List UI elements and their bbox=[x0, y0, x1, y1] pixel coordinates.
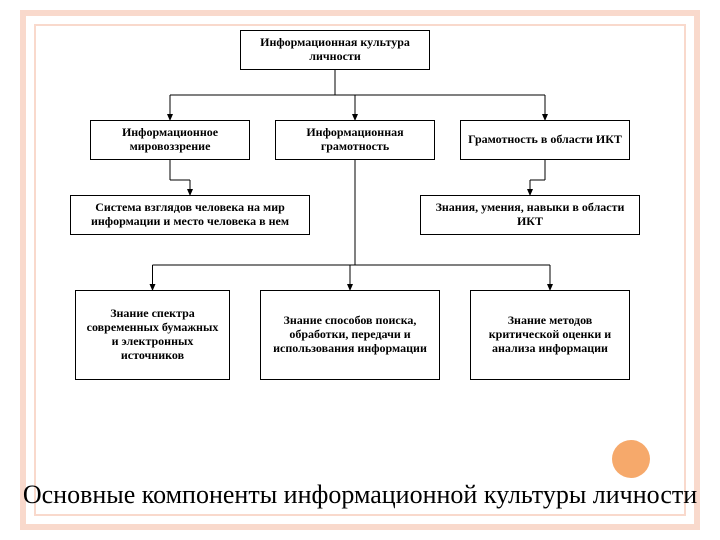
node-c2: Знание способов поиска, обработки, перед… bbox=[260, 290, 440, 380]
node-a1: Информационное мировоззрение bbox=[90, 120, 250, 160]
accent-circle bbox=[612, 440, 650, 478]
node-label: Грамотность в области ИКТ bbox=[468, 133, 622, 147]
node-a3: Грамотность в области ИКТ bbox=[460, 120, 630, 160]
decorative-frame-inner bbox=[34, 24, 686, 516]
node-label: Информационная грамотность bbox=[282, 126, 428, 154]
node-c1: Знание спектра современных бумажных и эл… bbox=[75, 290, 230, 380]
node-b1: Система взглядов человека на мир информа… bbox=[70, 195, 310, 235]
caption-text: Основные компоненты информационной культ… bbox=[23, 480, 697, 509]
node-label: Знание методов критической оценки и анал… bbox=[477, 314, 623, 355]
node-label: Знание способов поиска, обработки, перед… bbox=[267, 314, 433, 355]
node-label: Информационное мировоззрение bbox=[97, 126, 243, 154]
node-a2: Информационная грамотность bbox=[275, 120, 435, 160]
slide: { "tree": { "type": "flowchart", "backgr… bbox=[0, 0, 720, 540]
slide-caption: Основные компоненты информационной культ… bbox=[0, 479, 720, 510]
node-label: Знания, умения, навыки в области ИКТ bbox=[427, 201, 633, 229]
node-b3: Знания, умения, навыки в области ИКТ bbox=[420, 195, 640, 235]
node-root: Информационная культура личности bbox=[240, 30, 430, 70]
node-label: Знание спектра современных бумажных и эл… bbox=[82, 307, 223, 362]
node-label: Информационная культура личности bbox=[247, 36, 423, 64]
node-c3: Знание методов критической оценки и анал… bbox=[470, 290, 630, 380]
node-label: Система взглядов человека на мир информа… bbox=[77, 201, 303, 229]
